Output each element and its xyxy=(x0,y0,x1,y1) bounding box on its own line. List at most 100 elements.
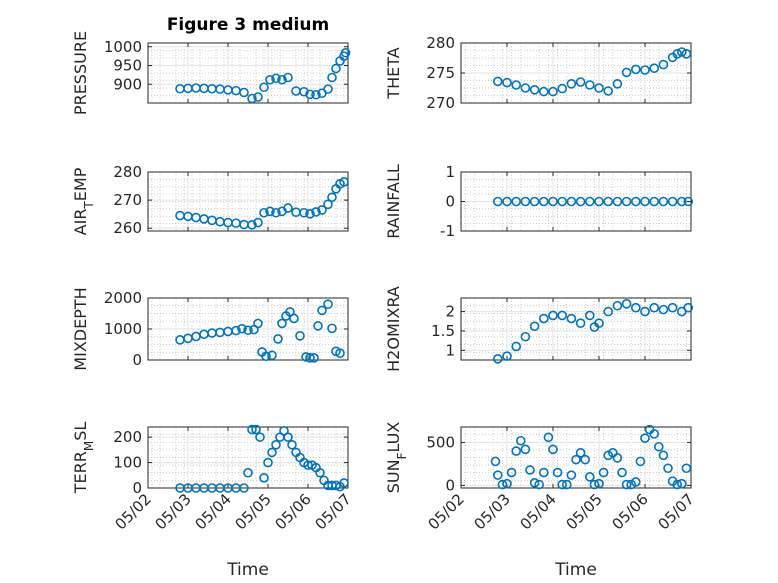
data-point xyxy=(635,456,646,467)
data-point xyxy=(548,86,558,97)
data-point xyxy=(253,92,263,102)
data-point xyxy=(287,439,297,450)
data-point xyxy=(683,302,694,313)
data-point xyxy=(299,86,309,97)
data-point xyxy=(502,77,512,88)
data-point xyxy=(529,196,540,207)
data-point xyxy=(538,467,549,478)
data-point xyxy=(243,467,253,478)
data-point xyxy=(561,479,572,490)
x-tick-label: 05/03 xyxy=(471,490,514,533)
data-point xyxy=(584,310,595,321)
data-point xyxy=(626,479,637,490)
subplot-terr-msl: 0100200TERRMSL05/0205/0305/0405/0505/060… xyxy=(71,422,355,580)
data-point xyxy=(295,331,305,341)
axes-frame xyxy=(460,297,692,361)
data-point xyxy=(271,73,281,84)
axes-frame xyxy=(147,171,349,232)
data-point xyxy=(630,302,641,313)
data-point xyxy=(247,93,257,104)
data-point xyxy=(243,325,253,336)
data-point xyxy=(566,313,577,324)
data-point xyxy=(571,454,581,465)
data-point xyxy=(575,447,586,458)
x-tick-label: 05/05 xyxy=(232,490,275,533)
data-point xyxy=(323,84,333,94)
data-point xyxy=(594,196,604,207)
data-point xyxy=(511,80,522,90)
data-point xyxy=(658,59,669,70)
subplot-sun-flux: 0 500 SUNFLUX 05/02 05/03 05/04 05/05 05/06 05/0… xyxy=(384,422,698,580)
data-point xyxy=(311,207,321,217)
data-point xyxy=(658,196,669,207)
data-point xyxy=(265,206,275,217)
data-point xyxy=(277,74,287,85)
data-point xyxy=(259,207,269,218)
data-point xyxy=(490,456,501,467)
data-point xyxy=(271,439,281,450)
data-point xyxy=(520,83,531,93)
data-point xyxy=(239,483,249,493)
data-point xyxy=(327,192,337,203)
data-point xyxy=(520,196,531,207)
data-point xyxy=(525,465,535,475)
data-point xyxy=(649,429,660,439)
data-point xyxy=(237,323,247,334)
data-point xyxy=(683,196,694,207)
data-point xyxy=(594,318,604,328)
data-point xyxy=(502,351,512,361)
data-point xyxy=(649,63,660,73)
data-point xyxy=(676,478,687,489)
data-point xyxy=(335,348,345,358)
y-tick-label: 270 xyxy=(426,94,455,112)
data-point xyxy=(672,479,683,490)
data-point xyxy=(584,80,595,90)
data-point xyxy=(640,65,650,75)
data-point xyxy=(589,479,600,490)
data-point xyxy=(663,463,673,474)
data-point xyxy=(502,478,512,489)
y-axis-label: PRESSURE xyxy=(71,31,90,115)
data-point xyxy=(584,196,595,207)
data-point xyxy=(612,453,623,463)
y-tick-label: 900 xyxy=(113,75,142,93)
data-point xyxy=(277,318,287,329)
y-tick-label: 200 xyxy=(113,428,142,446)
data-point xyxy=(265,74,275,85)
data-point xyxy=(323,299,333,310)
data-point xyxy=(552,467,563,478)
data-point xyxy=(653,441,664,452)
data-point xyxy=(315,467,325,478)
y-tick-label: 100 xyxy=(113,454,142,472)
x-tick-label: 05/06 xyxy=(609,490,652,533)
figure-title: Figure 3 medium xyxy=(167,15,329,35)
data-point xyxy=(520,444,531,455)
y-tick-label: 500 xyxy=(426,433,455,451)
data-point xyxy=(676,196,687,207)
data-point xyxy=(267,350,277,361)
y-tick-label: 270 xyxy=(113,191,142,209)
data-point xyxy=(538,196,549,207)
data-point xyxy=(283,203,293,213)
data-point xyxy=(289,313,299,324)
data-point xyxy=(529,478,540,488)
data-point xyxy=(259,82,269,93)
data-point xyxy=(548,444,558,455)
data-point xyxy=(305,353,315,363)
data-point xyxy=(492,470,503,480)
data-point xyxy=(584,472,595,482)
data-point xyxy=(681,463,692,474)
y-tick-label: 280 xyxy=(426,34,455,52)
data-point xyxy=(339,478,349,488)
y-tick-label: 0 xyxy=(132,351,142,369)
x-tick-label: 05/05 xyxy=(563,490,606,533)
data-point xyxy=(263,457,273,468)
data-point xyxy=(594,83,604,93)
data-point xyxy=(506,467,517,478)
data-point xyxy=(538,86,549,97)
data-point xyxy=(566,79,577,89)
data-point xyxy=(259,473,269,483)
y-tick-label: 0 xyxy=(445,476,455,494)
data-point xyxy=(299,207,309,218)
x-axis-label: Time xyxy=(554,560,597,580)
